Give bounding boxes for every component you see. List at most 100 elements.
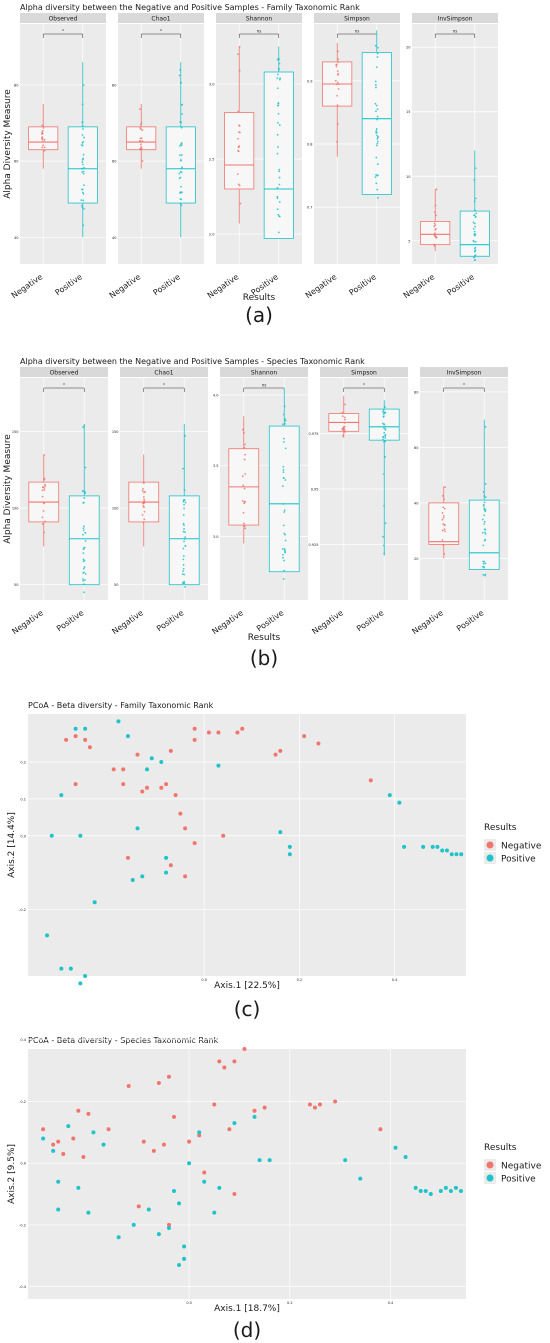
data-point-negative	[168, 863, 173, 868]
sample-point	[375, 182, 378, 185]
sample-point	[143, 498, 146, 501]
y-tick-label: 40	[14, 236, 18, 240]
data-point-positive	[91, 1130, 96, 1135]
sample-point	[342, 434, 344, 437]
sample-point	[384, 433, 387, 436]
data-point-negative	[318, 1102, 322, 1107]
sample-point	[182, 467, 184, 470]
sample-point	[183, 507, 185, 510]
data-point-positive	[130, 878, 135, 883]
significance-bracket	[42, 33, 84, 38]
sample-point	[484, 496, 487, 499]
sample-point	[80, 199, 83, 202]
sample-point	[278, 168, 281, 171]
sample-point	[244, 473, 247, 475]
facet-strip	[320, 367, 408, 377]
alpha-diversity-figure-0: Alpha diversity between the Negative and…	[3, 3, 498, 327]
significance-bracket	[140, 33, 182, 38]
sample-point	[184, 585, 186, 588]
data-point-positive	[267, 1158, 272, 1163]
facet-strip	[314, 13, 400, 23]
significance-bracket	[434, 33, 476, 38]
x-category-label: Positive	[155, 608, 185, 633]
sample-point	[81, 144, 84, 147]
y-tick-label: 100	[112, 507, 119, 511]
sample-point	[376, 115, 379, 118]
y-tick-label: 3.5	[213, 464, 219, 468]
sample-point	[375, 104, 378, 107]
y-tick-label: 0.9	[307, 79, 313, 83]
data-point-positive	[177, 1263, 182, 1268]
sample-point	[83, 566, 86, 568]
sample-point	[282, 413, 285, 416]
sample-point	[183, 573, 186, 576]
sample-point	[41, 495, 44, 498]
sample-point	[384, 436, 387, 439]
sample-point	[82, 426, 85, 429]
sample-point	[82, 548, 85, 551]
sample-point	[443, 553, 446, 555]
sample-point	[282, 553, 284, 556]
sample-point	[473, 200, 476, 203]
sample-point	[482, 503, 485, 506]
sample-point	[278, 78, 281, 81]
sample-point	[181, 573, 184, 576]
x-axis-label: Axis.1 [18.7%]	[214, 1304, 280, 1314]
figure-caption: (a)	[245, 303, 273, 327]
sample-point	[278, 124, 281, 126]
data-point-positive	[187, 1161, 192, 1166]
sample-point	[181, 103, 184, 106]
data-point-negative	[166, 1222, 171, 1227]
sample-point	[384, 428, 387, 430]
sample-point	[139, 148, 142, 151]
sample-point	[283, 569, 286, 572]
legend-key-positive	[486, 854, 494, 862]
data-point-negative	[145, 785, 150, 790]
data-point-positive	[86, 1210, 91, 1215]
significance-bracket	[238, 33, 280, 38]
sample-point	[141, 140, 144, 143]
sample-point	[276, 197, 279, 200]
sample-point	[243, 525, 246, 528]
sample-point	[82, 199, 85, 202]
sample-point	[82, 163, 84, 166]
data-point-negative	[216, 730, 221, 735]
sample-point	[376, 52, 379, 55]
sample-point	[84, 539, 87, 542]
facet-panel-chao1: Chao1 40 60 80 * Negative Positive	[108, 13, 204, 300]
sample-point	[43, 149, 46, 152]
sample-point	[82, 172, 85, 175]
data-point-positive	[78, 981, 83, 986]
sample-point	[82, 84, 85, 87]
sample-point	[337, 61, 340, 63]
sample-point	[82, 128, 84, 130]
x-category-label: Negative	[10, 272, 45, 300]
sample-point	[382, 544, 385, 547]
sample-point	[243, 431, 245, 434]
sample-point	[83, 559, 86, 562]
facet-strip	[118, 13, 204, 23]
sample-point	[374, 102, 377, 105]
data-point-negative	[159, 785, 164, 790]
data-point-positive	[444, 848, 449, 853]
y-tick-label: 20	[414, 557, 418, 561]
sample-point	[433, 234, 436, 237]
sample-point	[238, 69, 241, 72]
sample-point	[283, 405, 286, 408]
sample-point	[375, 66, 378, 69]
sample-point	[139, 123, 142, 126]
sample-point	[442, 544, 445, 547]
data-point-negative	[141, 1139, 146, 1144]
legend-key-negative	[486, 1161, 494, 1169]
sample-point	[236, 173, 239, 176]
data-point-positive	[428, 1192, 433, 1197]
data-point-positive	[49, 833, 54, 838]
sample-point	[182, 568, 185, 570]
sample-point	[278, 170, 280, 173]
facet-strip-label: Simpson	[344, 16, 370, 23]
y-tick-label: 10	[406, 175, 410, 179]
y-axis-label: Alpha Diversity Measure	[3, 89, 13, 199]
sample-point	[138, 140, 141, 142]
x-category-label: Negative	[304, 272, 339, 300]
sample-point	[277, 68, 280, 71]
